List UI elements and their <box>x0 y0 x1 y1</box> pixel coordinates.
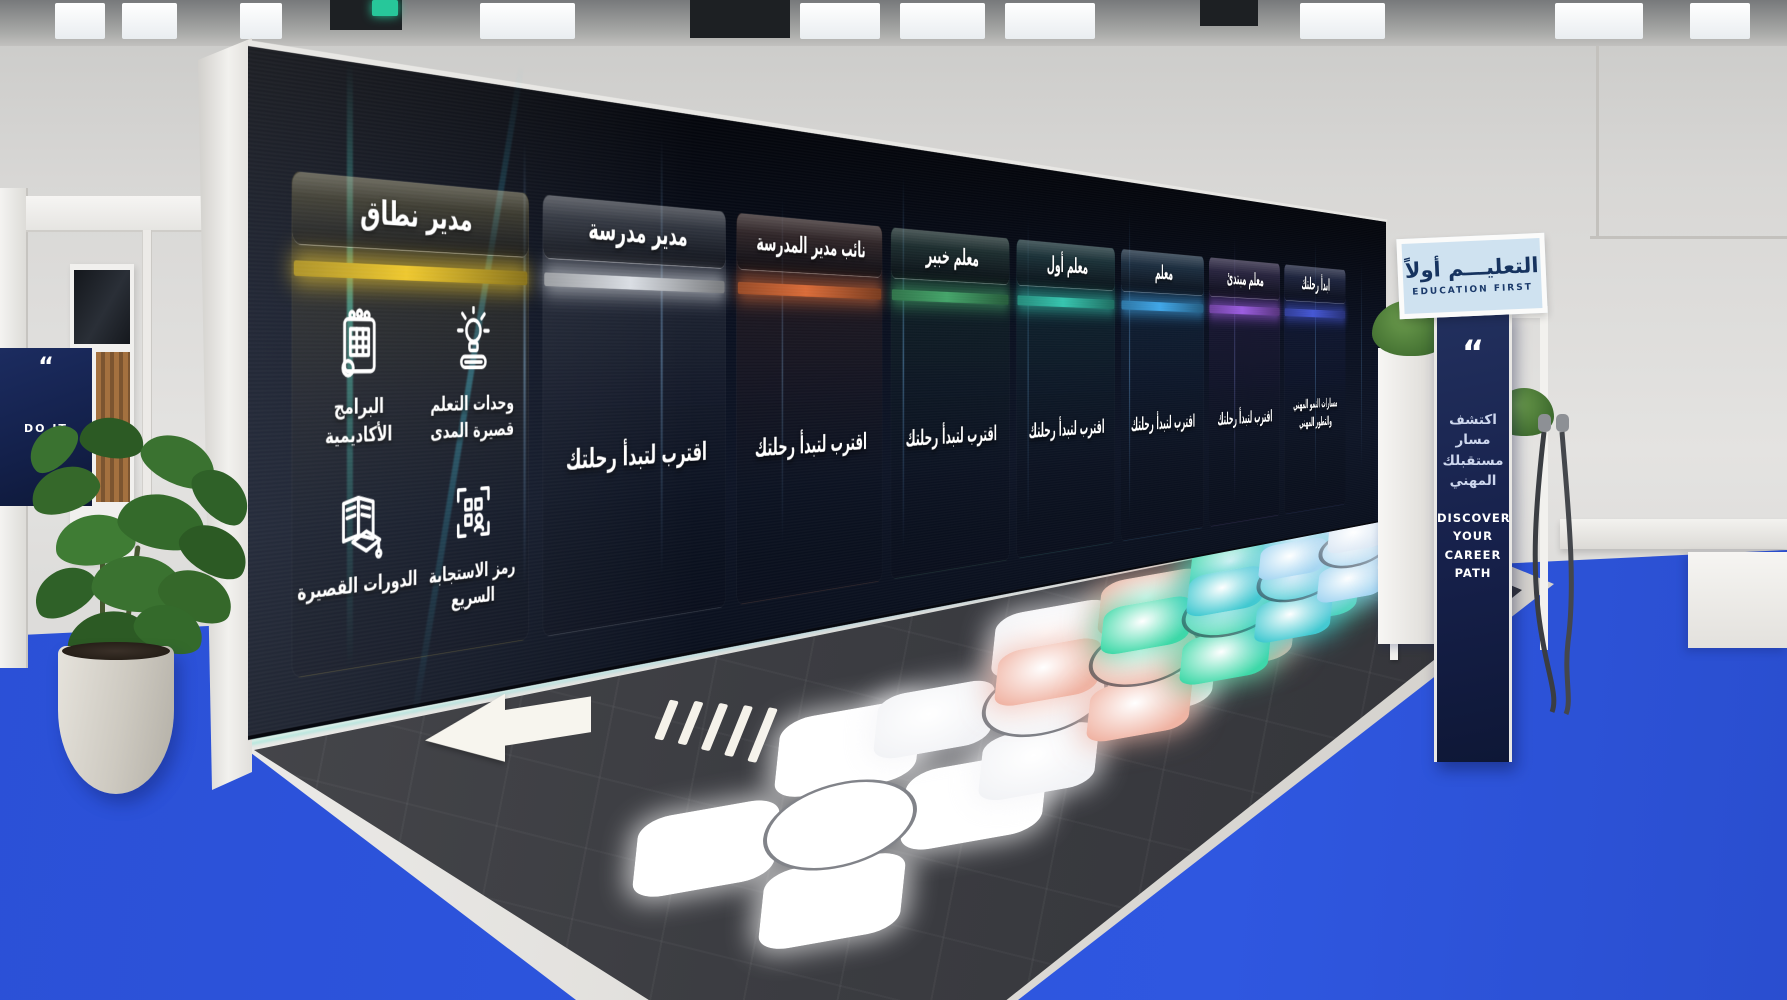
ceiling-unit <box>690 0 790 38</box>
window-pane <box>122 3 177 39</box>
wall-column-teacher: معلم اقترب لتبدأ رحلتك <box>1120 248 1204 542</box>
sign-arabic-text: التعليـــم أولاً <box>1404 253 1540 284</box>
column-body-text: اقترب لتبدأ رحلتك <box>1131 410 1196 436</box>
stand-post <box>1540 306 1548 650</box>
education-first-sign: التعليـــم أولاً EDUCATION FIRST <box>1396 232 1548 320</box>
banner-ar-line1: اكتشف مسار <box>1449 412 1497 449</box>
academic-programs-item: البرامج الأكاديمية <box>297 301 418 485</box>
wall-column-expert-teacher: معلم خبير اقترب لتبدأ رحلتك <box>890 226 1010 580</box>
column-title: معلم مبتدئ <box>1226 267 1264 291</box>
column-title: معلم خبير <box>925 241 979 272</box>
column-header: ابدأ رحلتك <box>1284 264 1346 305</box>
column-header: نائب مدير المدرسة <box>736 212 882 278</box>
icon-label: وحدات التعلم قصيرة المدى <box>430 392 515 444</box>
short-courses-icon <box>330 479 387 565</box>
wall-column-school-principal: مدير مدرسة اقترب لتبدأ رحلتك <box>542 193 726 638</box>
plant-pot <box>58 642 174 794</box>
learning-units-icon <box>448 305 498 382</box>
icon-label: الدورات القصيرة <box>297 566 418 606</box>
led-wall: مدير نطاق البرامج الأكاديمية <box>248 40 1388 740</box>
window-pane <box>240 3 282 39</box>
column-title: نائب مدير المدرسة <box>756 228 866 264</box>
plant-pedestal <box>1378 348 1444 644</box>
banner-ar-line2: مستقبلك المهني <box>1442 452 1504 489</box>
ceiling-windows <box>0 0 1787 46</box>
column-body-text: اقترب لتبدأ رحلتك <box>1028 414 1105 443</box>
academic-programs-icon <box>330 302 387 384</box>
column-title: مدير مدرسة <box>588 213 688 253</box>
wall-column-novice-teacher: معلم مبتدئ اقترب لتبدأ رحلتك <box>1208 256 1280 527</box>
learning-units-item: وحدات التعلم قصيرة المدى <box>418 305 525 477</box>
window-pane <box>800 3 880 39</box>
column-body-text: اقترب لتبدأ رحلتك <box>565 435 707 476</box>
window-pane <box>1300 3 1385 39</box>
column-title: ابدأ رحلتك <box>1301 274 1330 295</box>
ceiling-unit <box>1200 0 1258 26</box>
window-pane <box>1555 3 1643 39</box>
qr-code-item: رمز الاستجابة السريع <box>418 470 525 650</box>
side-table <box>1688 552 1787 648</box>
career-icon-grid: البرامج الأكاديمية وحدات التعلم قصيرة ال… <box>292 276 528 678</box>
booth-screen <box>74 270 130 344</box>
icon-label: البرامج الأكاديمية <box>324 395 393 449</box>
plant-stem <box>100 560 105 656</box>
qr-code-icon <box>448 472 498 553</box>
column-header: معلم <box>1121 249 1204 297</box>
window-pane <box>55 3 105 39</box>
back-counter <box>1560 519 1787 549</box>
icon-label: رمز الاستجابة السريع <box>428 555 516 613</box>
window-pane <box>1690 3 1750 39</box>
booth-post <box>142 230 152 530</box>
exit-sign <box>372 0 398 16</box>
wall-seam <box>1590 236 1787 239</box>
window-pane <box>480 3 575 39</box>
banner-arabic-text: اكتشف مسار مستقبلك المهني <box>1437 410 1509 491</box>
column-body-text: اقترب لتبدأ رحلتك <box>754 427 868 463</box>
column-title: مدير نطاق <box>360 193 473 239</box>
wall-column-vice-principal: نائب مدير المدرسة اقترب لتبدأ رحلتك <box>736 212 883 606</box>
wall-seam <box>1596 46 1599 238</box>
column-title: معلم <box>1154 261 1173 285</box>
wall-column-cluster-manager: مدير نطاق البرامج الأكاديمية <box>291 170 530 679</box>
banner-en-line1: DISCOVER YOUR <box>1437 511 1511 544</box>
column-header: مدير مدرسة <box>543 194 726 269</box>
column-title: معلم أول <box>1046 252 1089 280</box>
wall-column-first-teacher: معلم أول اقترب لتبدأ رحلتك <box>1016 238 1115 559</box>
quote-mark-icon: “ <box>1461 333 1485 373</box>
wall-column-start-journey: ابدأ رحلتك مسارات النمو المهني والتطور ا… <box>1284 263 1346 515</box>
column-body-text: مسارات النمو المهني والتطور المهني <box>1293 395 1338 431</box>
banner-en-line2: CAREER PATH <box>1444 547 1502 581</box>
career-path-banner: “ اكتشف مسار مستقبلك المهني DISCOVER YOU… <box>1434 308 1512 762</box>
window-pane <box>1005 3 1095 39</box>
short-courses-item: الدورات القصيرة <box>297 477 418 669</box>
window-pane <box>900 3 985 39</box>
column-header: معلم أول <box>1016 239 1115 291</box>
quote-mark-icon: “ <box>38 352 54 380</box>
banner-english-text: DISCOVER YOUR CAREER PATH <box>1437 509 1511 583</box>
column-header: معلم مبتدئ <box>1209 257 1280 301</box>
power-cable <box>1532 414 1574 715</box>
column-body-text: اقترب لتبدأ رحلتك <box>905 420 997 452</box>
column-header: مدير نطاق <box>292 171 529 258</box>
column-header: معلم خبير <box>891 227 1010 286</box>
sign-english-text: EDUCATION FIRST <box>1412 281 1534 298</box>
column-body-text: اقترب لتبدأ رحلتك <box>1217 406 1273 430</box>
